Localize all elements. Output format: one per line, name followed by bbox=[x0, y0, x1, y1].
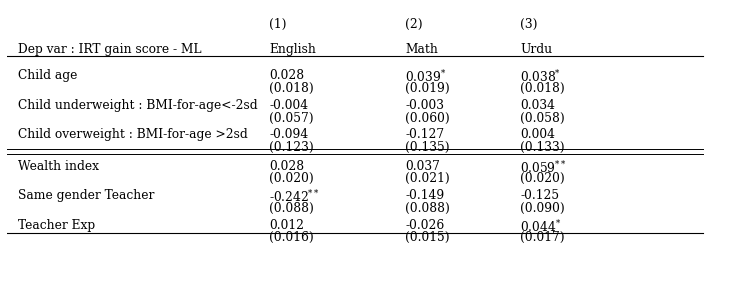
Text: (0.020): (0.020) bbox=[269, 172, 314, 185]
Text: (0.135): (0.135) bbox=[406, 141, 450, 154]
Text: 0.012: 0.012 bbox=[269, 219, 305, 232]
Text: (0.017): (0.017) bbox=[520, 231, 565, 244]
Text: (3): (3) bbox=[520, 18, 538, 31]
Text: -0.026: -0.026 bbox=[406, 219, 445, 232]
Text: Child age: Child age bbox=[18, 70, 78, 82]
Text: -0.149: -0.149 bbox=[406, 189, 445, 202]
Text: Wealth index: Wealth index bbox=[18, 160, 99, 173]
Text: (0.060): (0.060) bbox=[406, 112, 450, 125]
Text: Math: Math bbox=[406, 43, 438, 56]
Text: 0.037: 0.037 bbox=[406, 160, 441, 173]
Text: Child overweight : BMI-for-age >2sd: Child overweight : BMI-for-age >2sd bbox=[18, 129, 248, 141]
Text: (0.019): (0.019) bbox=[406, 82, 450, 95]
Text: (0.057): (0.057) bbox=[269, 112, 314, 125]
Text: (0.016): (0.016) bbox=[269, 231, 314, 244]
Text: Same gender Teacher: Same gender Teacher bbox=[18, 189, 154, 202]
Text: English: English bbox=[269, 43, 316, 56]
Text: -0.094: -0.094 bbox=[269, 129, 308, 141]
Text: (0.088): (0.088) bbox=[269, 202, 314, 215]
Text: 0.059$^{\mathregular{**}}$: 0.059$^{\mathregular{**}}$ bbox=[520, 160, 567, 175]
Text: -0.003: -0.003 bbox=[406, 99, 444, 112]
Text: -0.127: -0.127 bbox=[406, 129, 444, 141]
Text: (0.021): (0.021) bbox=[406, 172, 450, 185]
Text: (1): (1) bbox=[269, 18, 287, 31]
Text: 0.028: 0.028 bbox=[269, 70, 305, 82]
Text: (0.015): (0.015) bbox=[406, 231, 450, 244]
Text: (0.090): (0.090) bbox=[520, 202, 565, 215]
Text: 0.034: 0.034 bbox=[520, 99, 556, 112]
Text: -0.004: -0.004 bbox=[269, 99, 308, 112]
Text: Dep var : IRT gain score - ML: Dep var : IRT gain score - ML bbox=[18, 43, 201, 56]
Text: 0.004: 0.004 bbox=[520, 129, 556, 141]
Text: (0.123): (0.123) bbox=[269, 141, 314, 154]
Text: 0.028: 0.028 bbox=[269, 160, 305, 173]
Text: (2): (2) bbox=[406, 18, 423, 31]
Text: (0.058): (0.058) bbox=[520, 112, 565, 125]
Text: (0.088): (0.088) bbox=[406, 202, 450, 215]
Text: -0.242$^{\mathregular{**}}$: -0.242$^{\mathregular{**}}$ bbox=[269, 189, 320, 205]
Text: Urdu: Urdu bbox=[520, 43, 553, 56]
Text: Teacher Exp: Teacher Exp bbox=[18, 219, 95, 232]
Text: Child underweight : BMI-for-age<-2sd: Child underweight : BMI-for-age<-2sd bbox=[18, 99, 258, 112]
Text: (0.018): (0.018) bbox=[520, 82, 565, 95]
Text: (0.133): (0.133) bbox=[520, 141, 565, 154]
Text: 0.039$^{\mathregular{*}}$: 0.039$^{\mathregular{*}}$ bbox=[406, 70, 447, 85]
Text: -0.125: -0.125 bbox=[520, 189, 559, 202]
Text: (0.020): (0.020) bbox=[520, 172, 565, 185]
Text: (0.018): (0.018) bbox=[269, 82, 314, 95]
Text: 0.044$^{\mathregular{*}}$: 0.044$^{\mathregular{*}}$ bbox=[520, 219, 561, 234]
Text: 0.038$^{\mathregular{*}}$: 0.038$^{\mathregular{*}}$ bbox=[520, 70, 561, 85]
